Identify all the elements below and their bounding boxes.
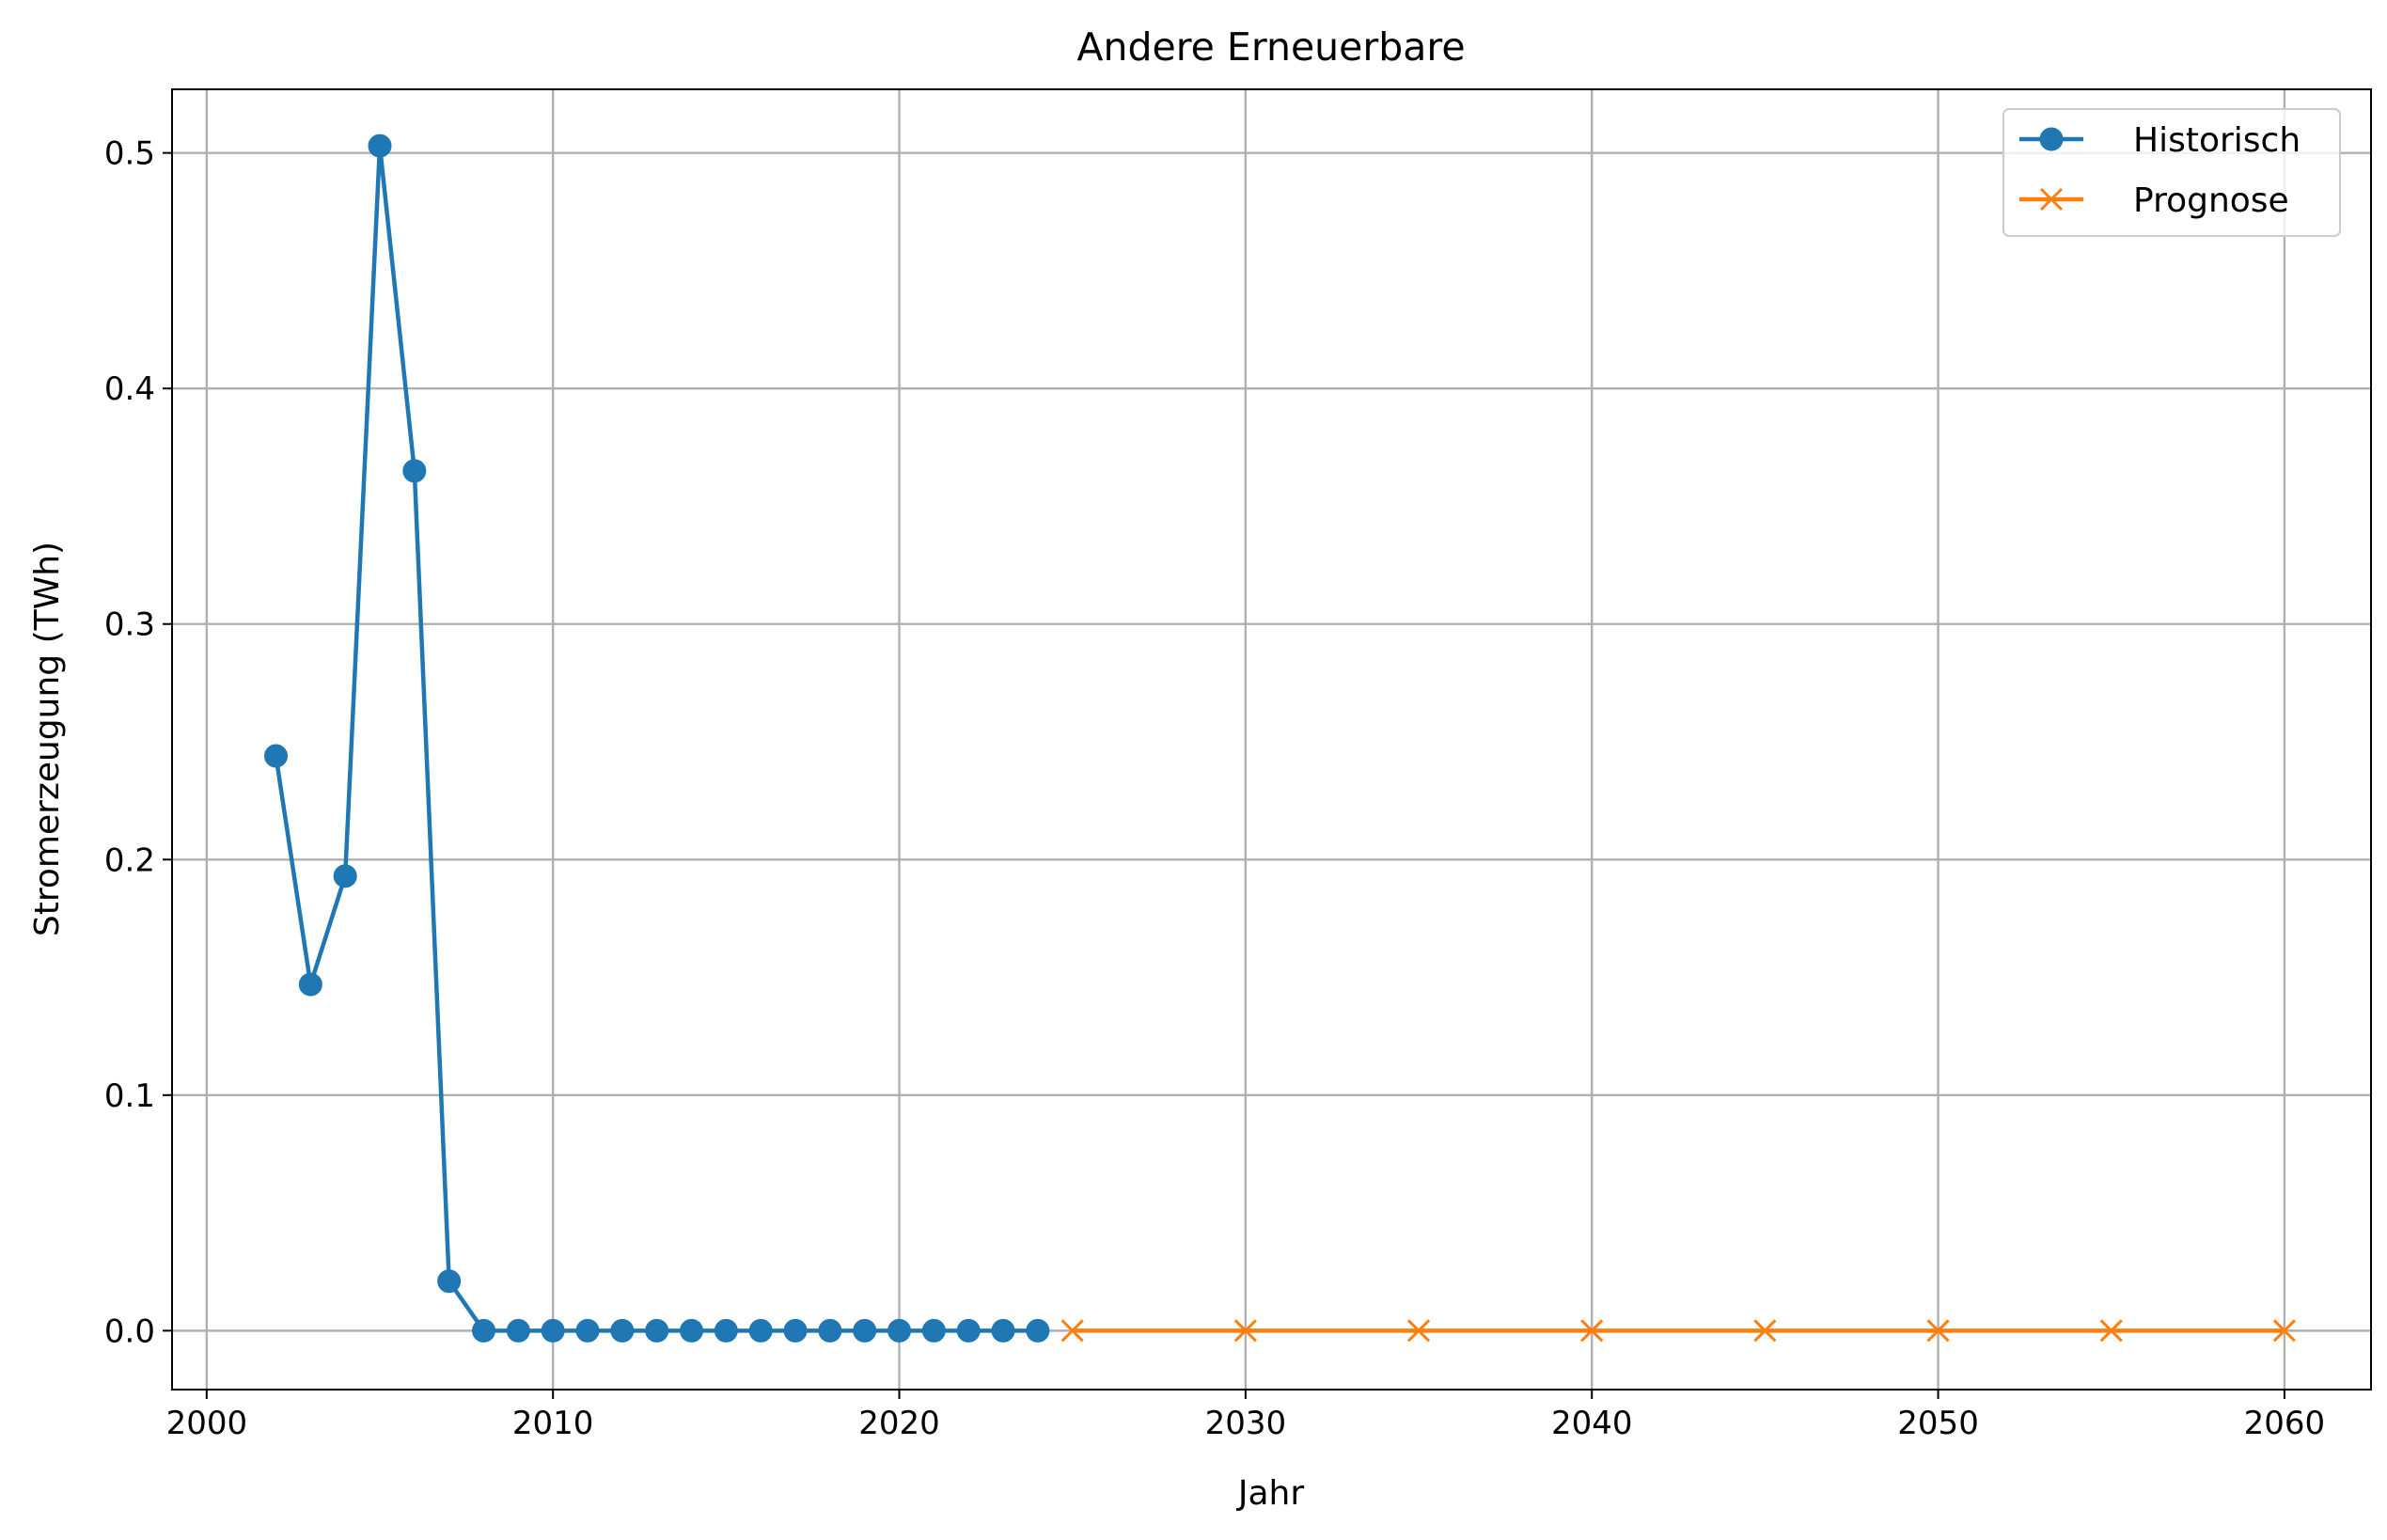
legend-label: Prognose xyxy=(2133,181,2289,220)
axis-ticks: 2000 2010 2020 2030 2040 2050 2060 0.0 0.1 0.2 0.3… xyxy=(104,135,2325,1442)
data-point xyxy=(437,1269,462,1294)
data-point xyxy=(680,1318,704,1343)
data-point xyxy=(645,1318,669,1343)
plot-frame xyxy=(171,88,2372,1391)
x-tick-label: 2030 xyxy=(1205,1405,1287,1442)
x-tick-label: 2050 xyxy=(1897,1405,1979,1442)
data-point xyxy=(298,972,322,997)
legend-label: Historisch xyxy=(2133,121,2301,160)
x-axis-label: Jahr xyxy=(1236,1474,1304,1513)
x-tick-label: 2010 xyxy=(512,1405,594,1442)
x-tick-label: 2000 xyxy=(166,1405,248,1442)
legend-marker xyxy=(2039,127,2064,151)
series-historisch xyxy=(264,134,1050,1343)
data-point xyxy=(1926,1319,1950,1343)
data-point xyxy=(264,744,289,768)
legend-marker xyxy=(2039,187,2064,212)
series-prognose xyxy=(1060,1319,2296,1343)
data-point xyxy=(2099,1319,2123,1343)
data-point xyxy=(1026,1318,1050,1343)
data-point xyxy=(1753,1319,1777,1343)
y-axis-label: Stromerzeugung (TWh) xyxy=(28,542,67,936)
chart-title: Andere Erneuerbare xyxy=(1076,24,1465,70)
y-tick-label: 0.0 xyxy=(104,1312,155,1350)
data-point xyxy=(853,1318,877,1343)
data-point xyxy=(714,1318,738,1343)
data-point xyxy=(368,134,392,158)
data-point xyxy=(991,1318,1015,1343)
legend-box xyxy=(2002,108,2341,237)
data-point xyxy=(783,1318,808,1343)
data-point xyxy=(887,1318,912,1343)
y-tick-label: 0.5 xyxy=(104,135,155,173)
data-point xyxy=(506,1318,530,1343)
data-point xyxy=(575,1318,600,1343)
data-point xyxy=(956,1318,981,1343)
x-tick-label: 2060 xyxy=(2244,1405,2326,1442)
data-point xyxy=(748,1318,773,1343)
x-tick-label: 2020 xyxy=(858,1405,940,1442)
data-point xyxy=(472,1318,496,1343)
data-point xyxy=(1406,1319,1431,1343)
legend: Historisch Prognose xyxy=(2002,108,2341,237)
data-point xyxy=(1580,1319,1604,1343)
data-point xyxy=(333,864,357,888)
data-point xyxy=(610,1318,635,1343)
x-tick-label: 2040 xyxy=(1551,1405,1633,1442)
data-point xyxy=(402,459,427,483)
y-tick-label: 0.3 xyxy=(104,606,155,644)
data-point xyxy=(818,1318,842,1343)
series-layer xyxy=(264,134,2296,1343)
data-point xyxy=(1233,1319,1257,1343)
data-point xyxy=(2272,1319,2296,1343)
y-tick-label: 0.4 xyxy=(104,370,155,408)
y-tick-label: 0.1 xyxy=(104,1077,155,1115)
data-point xyxy=(541,1318,565,1343)
data-point xyxy=(1060,1319,1084,1343)
y-tick-label: 0.2 xyxy=(104,841,155,879)
data-point xyxy=(921,1318,946,1343)
